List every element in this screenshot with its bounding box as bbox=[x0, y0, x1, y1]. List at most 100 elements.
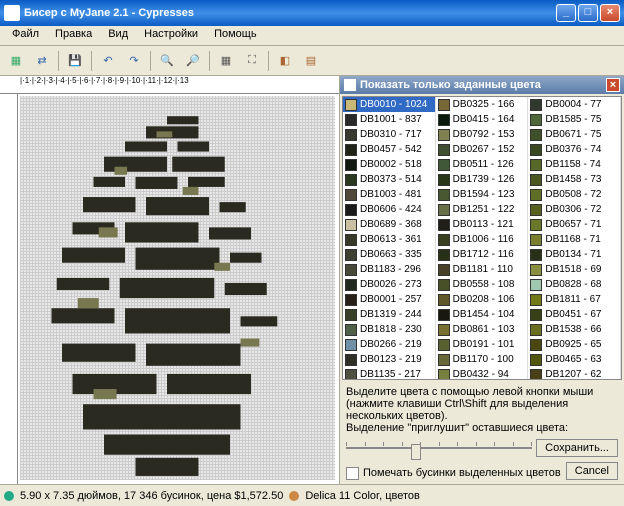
palette-icon[interactable]: ◧ bbox=[273, 49, 297, 73]
color-row[interactable]: DB0828 - 68 bbox=[528, 277, 620, 292]
menu-Вид[interactable]: Вид bbox=[100, 26, 136, 45]
color-row[interactable]: DB1207 - 62 bbox=[528, 367, 620, 380]
color-row[interactable]: DB0310 - 717 bbox=[343, 127, 435, 142]
color-row[interactable]: DB0451 - 67 bbox=[528, 307, 620, 322]
opacity-slider[interactable] bbox=[346, 438, 532, 458]
menu-Настройки[interactable]: Настройки bbox=[136, 26, 206, 45]
colors-icon[interactable]: ▤ bbox=[299, 49, 323, 73]
undo-icon[interactable]: ↶ bbox=[96, 49, 120, 73]
maximize-button[interactable]: □ bbox=[578, 4, 598, 22]
color-label: DB0267 - 152 bbox=[453, 144, 515, 155]
close-button[interactable]: × bbox=[600, 4, 620, 22]
menu-Файл[interactable]: Файл bbox=[4, 26, 47, 45]
mark-beads-checkbox[interactable] bbox=[346, 467, 359, 480]
minimize-button[interactable]: _ bbox=[556, 4, 576, 22]
color-row[interactable]: DB0026 - 273 bbox=[343, 277, 435, 292]
color-row[interactable]: DB1158 - 74 bbox=[528, 157, 620, 172]
color-row[interactable]: DB0373 - 514 bbox=[343, 172, 435, 187]
menu-Помощь[interactable]: Помощь bbox=[206, 26, 265, 45]
color-row[interactable]: DB0002 - 518 bbox=[343, 157, 435, 172]
color-row[interactable]: DB1319 - 244 bbox=[343, 307, 435, 322]
color-swatch bbox=[345, 249, 357, 261]
color-row[interactable]: DB1170 - 100 bbox=[436, 352, 528, 367]
color-label: DB0432 - 94 bbox=[453, 369, 509, 380]
color-row[interactable]: DB0432 - 94 bbox=[436, 367, 528, 380]
color-row[interactable]: DB0306 - 72 bbox=[528, 202, 620, 217]
color-swatch bbox=[438, 174, 450, 186]
panel-titlebar: Показать только заданные цвета × bbox=[340, 76, 624, 94]
color-row[interactable]: DB1251 - 122 bbox=[436, 202, 528, 217]
zoom-out-icon[interactable]: 🔎 bbox=[181, 49, 205, 73]
color-row[interactable]: DB0613 - 361 bbox=[343, 232, 435, 247]
color-row[interactable]: DB1454 - 104 bbox=[436, 307, 528, 322]
color-row[interactable]: DB0792 - 153 bbox=[436, 127, 528, 142]
color-row[interactable]: DB1183 - 296 bbox=[343, 262, 435, 277]
color-row[interactable]: DB0376 - 74 bbox=[528, 142, 620, 157]
color-row[interactable]: DB0606 - 424 bbox=[343, 202, 435, 217]
color-label: DB0134 - 71 bbox=[545, 249, 601, 260]
color-row[interactable]: DB0010 - 1024 bbox=[343, 97, 435, 112]
color-row[interactable]: DB0671 - 75 bbox=[528, 127, 620, 142]
panel-icon bbox=[344, 79, 356, 91]
color-row[interactable]: DB0325 - 166 bbox=[436, 97, 528, 112]
color-row[interactable]: DB1811 - 67 bbox=[528, 292, 620, 307]
color-list[interactable]: DB0010 - 1024DB1001 - 837DB0310 - 717DB0… bbox=[342, 96, 622, 380]
fit-icon[interactable]: ⛶ bbox=[240, 49, 264, 73]
status-dim-icon bbox=[4, 491, 14, 501]
color-row[interactable]: DB1003 - 481 bbox=[343, 187, 435, 202]
zoom-in-icon[interactable]: 🔍 bbox=[155, 49, 179, 73]
cancel-button[interactable]: Cancel bbox=[566, 462, 618, 480]
status-palette-icon bbox=[289, 491, 299, 501]
color-label: DB0663 - 335 bbox=[360, 249, 422, 260]
color-row[interactable]: DB1712 - 116 bbox=[436, 247, 528, 262]
color-row[interactable]: DB0663 - 335 bbox=[343, 247, 435, 262]
pattern-canvas[interactable] bbox=[20, 96, 335, 480]
color-row[interactable]: DB1135 - 217 bbox=[343, 367, 435, 380]
color-row[interactable]: DB0657 - 71 bbox=[528, 217, 620, 232]
color-label: DB0606 - 424 bbox=[360, 204, 422, 215]
color-row[interactable]: DB0689 - 368 bbox=[343, 217, 435, 232]
color-row[interactable]: DB1168 - 71 bbox=[528, 232, 620, 247]
color-row[interactable]: DB0558 - 108 bbox=[436, 277, 528, 292]
color-row[interactable]: DB0508 - 72 bbox=[528, 187, 620, 202]
color-row[interactable]: DB1739 - 126 bbox=[436, 172, 528, 187]
color-row[interactable]: DB1585 - 75 bbox=[528, 112, 620, 127]
color-row[interactable]: DB0415 - 164 bbox=[436, 112, 528, 127]
color-row[interactable]: DB0001 - 257 bbox=[343, 292, 435, 307]
color-row[interactable]: DB0134 - 71 bbox=[528, 247, 620, 262]
color-row[interactable]: DB0266 - 219 bbox=[343, 337, 435, 352]
color-label: DB0511 - 126 bbox=[453, 159, 514, 170]
color-row[interactable]: DB1518 - 69 bbox=[528, 262, 620, 277]
menu-Правка[interactable]: Правка bbox=[47, 26, 100, 45]
color-row[interactable]: DB0113 - 121 bbox=[436, 217, 528, 232]
color-row[interactable]: DB0123 - 219 bbox=[343, 352, 435, 367]
color-row[interactable]: DB0267 - 152 bbox=[436, 142, 528, 157]
save-icon[interactable]: 💾 bbox=[63, 49, 87, 73]
color-row[interactable]: DB0861 - 103 bbox=[436, 322, 528, 337]
color-row[interactable]: DB0457 - 542 bbox=[343, 142, 435, 157]
color-row[interactable]: DB0191 - 101 bbox=[436, 337, 528, 352]
color-row[interactable]: DB0511 - 126 bbox=[436, 157, 528, 172]
color-swatch bbox=[438, 219, 450, 231]
color-row[interactable]: DB1001 - 837 bbox=[343, 112, 435, 127]
save-button[interactable]: Сохранить... bbox=[536, 439, 618, 457]
color-row[interactable]: DB0208 - 106 bbox=[436, 292, 528, 307]
redo-icon[interactable]: ↷ bbox=[122, 49, 146, 73]
color-row[interactable]: DB0465 - 63 bbox=[528, 352, 620, 367]
color-panel: Показать только заданные цвета × DB0010 … bbox=[340, 76, 624, 484]
color-row[interactable]: DB1594 - 123 bbox=[436, 187, 528, 202]
panel-close-button[interactable]: × bbox=[606, 78, 620, 92]
color-row[interactable]: DB0925 - 65 bbox=[528, 337, 620, 352]
new-icon[interactable]: ▦ bbox=[4, 49, 28, 73]
color-label: DB0925 - 65 bbox=[545, 339, 601, 350]
color-row[interactable]: DB1538 - 66 bbox=[528, 322, 620, 337]
color-row[interactable]: DB1181 - 110 bbox=[436, 262, 528, 277]
color-row[interactable]: DB1458 - 73 bbox=[528, 172, 620, 187]
color-row[interactable]: DB1818 - 230 bbox=[343, 322, 435, 337]
color-swatch bbox=[345, 189, 357, 201]
grid-icon[interactable]: ▦ bbox=[214, 49, 238, 73]
color-row[interactable]: DB0004 - 77 bbox=[528, 97, 620, 112]
transfer-icon[interactable]: ⇄ bbox=[30, 49, 54, 73]
color-swatch bbox=[530, 264, 542, 276]
color-row[interactable]: DB1006 - 116 bbox=[436, 232, 528, 247]
